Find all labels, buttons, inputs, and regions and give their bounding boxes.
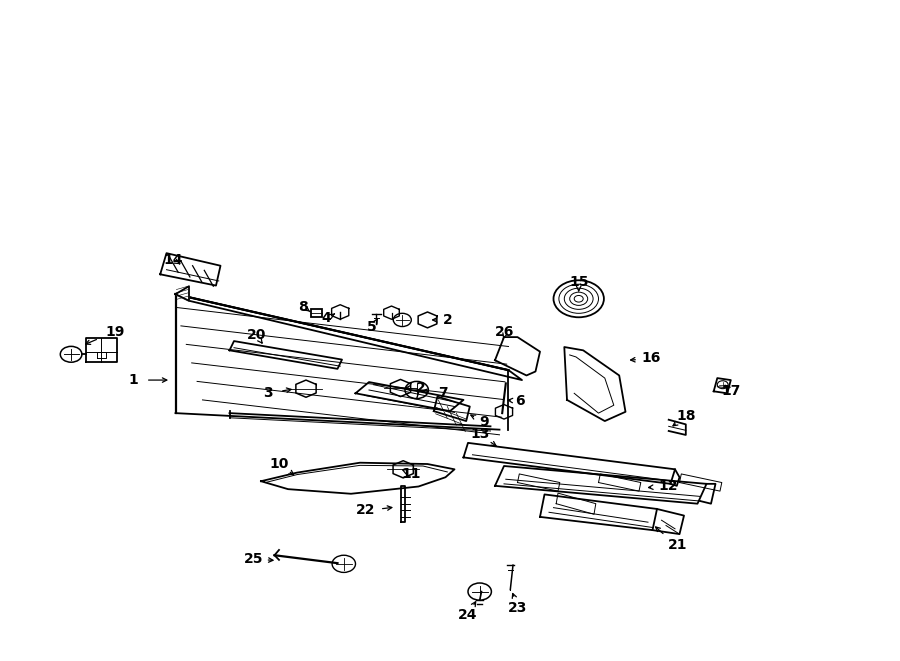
Text: 23: 23 [508, 601, 527, 615]
Text: 11: 11 [401, 467, 421, 481]
Text: 20: 20 [247, 328, 266, 342]
Text: 2: 2 [444, 313, 453, 327]
Text: 1: 1 [129, 373, 138, 387]
Text: 4: 4 [321, 311, 330, 325]
Text: 22: 22 [356, 503, 375, 518]
Text: 16: 16 [641, 351, 661, 366]
Text: 26: 26 [495, 325, 515, 339]
Polygon shape [176, 286, 189, 301]
Text: 15: 15 [569, 275, 589, 290]
Text: 19: 19 [105, 325, 125, 339]
Text: 8: 8 [299, 299, 308, 314]
Text: 18: 18 [676, 409, 696, 424]
Text: 25: 25 [244, 551, 264, 566]
Text: 3: 3 [264, 385, 273, 400]
Text: 7: 7 [438, 385, 447, 400]
Text: 17: 17 [721, 384, 741, 399]
Text: 21: 21 [668, 538, 688, 553]
Text: 2: 2 [417, 381, 426, 395]
Text: 6: 6 [516, 394, 525, 408]
Text: 5: 5 [367, 319, 376, 334]
Text: 9: 9 [480, 414, 489, 429]
Text: 13: 13 [470, 427, 490, 442]
Text: 10: 10 [269, 457, 289, 471]
Text: 12: 12 [658, 479, 678, 493]
Text: 24: 24 [458, 607, 478, 622]
Text: 14: 14 [163, 253, 183, 267]
